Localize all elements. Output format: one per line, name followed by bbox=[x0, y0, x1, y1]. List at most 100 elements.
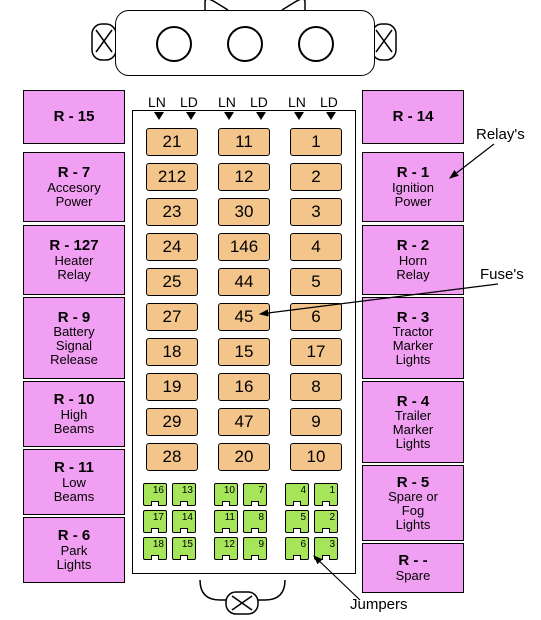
relay-code: R - 6 bbox=[58, 528, 91, 544]
jumper-slot: 13 bbox=[172, 483, 196, 506]
relay-label: Spare or bbox=[388, 490, 438, 504]
column-header: LN bbox=[288, 94, 306, 110]
relay-label: Trailer bbox=[395, 409, 431, 423]
fuse-slot: 5 bbox=[290, 268, 342, 296]
diagram-stage: LNLDLNLDLNLD R - 15R - 7AccesoryPowerR -… bbox=[0, 0, 541, 620]
relay-code: R - 9 bbox=[58, 310, 91, 326]
jumper-slot: 11 bbox=[214, 510, 238, 533]
relay-left: R - 9BatterySignalRelease bbox=[23, 297, 125, 379]
jumper-label: 4 bbox=[300, 485, 306, 496]
relay-label: Power bbox=[56, 195, 93, 209]
relay-left: R - 7AccesoryPower bbox=[23, 152, 125, 222]
jumper-notch bbox=[180, 528, 188, 533]
relay-label: Beams bbox=[54, 490, 94, 504]
relay-right: R - 14 bbox=[362, 90, 464, 144]
chevron-down-icon bbox=[256, 112, 266, 120]
fuse-slot: 45 bbox=[218, 303, 270, 331]
jumper-label: 11 bbox=[225, 512, 235, 523]
fuse-slot: 12 bbox=[218, 163, 270, 191]
jumper-notch bbox=[293, 501, 301, 506]
jumper-slot: 17 bbox=[143, 510, 167, 533]
relay-right: R - 3TractorMarkerLights bbox=[362, 297, 464, 379]
annot-relays: Relay's bbox=[476, 126, 525, 143]
relay-right: R - 1IgnitionPower bbox=[362, 152, 464, 222]
relay-left: R - 6ParkLights bbox=[23, 517, 125, 583]
jumper-label: 1 bbox=[329, 485, 335, 496]
jumper-notch bbox=[180, 501, 188, 506]
column-header: LD bbox=[180, 94, 198, 110]
relay-label: Park bbox=[61, 544, 88, 558]
fuse-slot: 1 bbox=[290, 128, 342, 156]
relay-code: R - 4 bbox=[397, 394, 430, 410]
fuse-slot: 3 bbox=[290, 198, 342, 226]
jumper-label: 3 bbox=[329, 539, 335, 550]
jumper-label: 15 bbox=[182, 539, 193, 550]
jumper-slot: 6 bbox=[285, 537, 309, 560]
jumper-notch bbox=[251, 555, 259, 560]
relay-right: R - -Spare bbox=[362, 543, 464, 593]
relay-code: R - 1 bbox=[397, 165, 430, 181]
jumper-label: 16 bbox=[153, 485, 164, 496]
fuse-slot: 19 bbox=[146, 373, 198, 401]
jumper-slot: 3 bbox=[314, 537, 338, 560]
fuse-slot: 11 bbox=[218, 128, 270, 156]
housing-hole bbox=[227, 26, 263, 62]
relay-label: Marker bbox=[393, 423, 433, 437]
jumper-notch bbox=[293, 555, 301, 560]
relay-code: R - 15 bbox=[54, 109, 95, 125]
column-header: LN bbox=[218, 94, 236, 110]
relay-code: R - 3 bbox=[397, 310, 430, 326]
relay-label: Lights bbox=[57, 558, 92, 572]
jumper-slot: 2 bbox=[314, 510, 338, 533]
relay-label: Relay bbox=[396, 268, 429, 282]
fuse-slot: 212 bbox=[146, 163, 198, 191]
fuse-slot: 47 bbox=[218, 408, 270, 436]
jumper-slot: 8 bbox=[243, 510, 267, 533]
fuse-slot: 9 bbox=[290, 408, 342, 436]
fuse-slot: 10 bbox=[290, 443, 342, 471]
chevron-down-icon bbox=[326, 112, 336, 120]
relay-code: R - 5 bbox=[397, 475, 430, 491]
jumper-notch bbox=[322, 555, 330, 560]
relay-code: R - 127 bbox=[49, 238, 98, 254]
relay-label: Release bbox=[50, 353, 98, 367]
jumper-slot: 9 bbox=[243, 537, 267, 560]
fuse-slot: 4 bbox=[290, 233, 342, 261]
fuse-slot: 23 bbox=[146, 198, 198, 226]
jumper-notch bbox=[151, 528, 159, 533]
jumper-label: 18 bbox=[153, 539, 164, 550]
jumper-label: 8 bbox=[258, 512, 264, 523]
relay-label: Marker bbox=[393, 339, 433, 353]
jumper-slot: 12 bbox=[214, 537, 238, 560]
relay-label: Spare bbox=[396, 569, 431, 583]
jumper-notch bbox=[322, 501, 330, 506]
jumper-slot: 14 bbox=[172, 510, 196, 533]
jumper-notch bbox=[151, 555, 159, 560]
jumper-label: 9 bbox=[258, 539, 264, 550]
jumper-slot: 1 bbox=[314, 483, 338, 506]
jumper-slot: 4 bbox=[285, 483, 309, 506]
column-header: LD bbox=[250, 94, 268, 110]
chevron-down-icon bbox=[154, 112, 164, 120]
jumper-label: 10 bbox=[224, 485, 235, 496]
housing-hole bbox=[298, 26, 334, 62]
relay-right: R - 4TrailerMarkerLights bbox=[362, 381, 464, 463]
relay-right: R - 5Spare orFogLights bbox=[362, 465, 464, 541]
jumper-notch bbox=[322, 528, 330, 533]
relay-code: R - 11 bbox=[54, 460, 94, 476]
fuse-slot: 18 bbox=[146, 338, 198, 366]
fuse-slot: 15 bbox=[218, 338, 270, 366]
relay-label: Ignition bbox=[392, 181, 434, 195]
fuse-slot: 30 bbox=[218, 198, 270, 226]
chevron-down-icon bbox=[186, 112, 196, 120]
fuse-slot: 8 bbox=[290, 373, 342, 401]
fuse-slot: 2 bbox=[290, 163, 342, 191]
relay-label: Relay bbox=[57, 268, 90, 282]
jumper-notch bbox=[251, 528, 259, 533]
relay-left: R - 10HighBeams bbox=[23, 381, 125, 447]
housing-hole bbox=[156, 26, 192, 62]
relay-label: Beams bbox=[54, 422, 94, 436]
fuse-slot: 28 bbox=[146, 443, 198, 471]
chevron-down-icon bbox=[224, 112, 234, 120]
jumper-notch bbox=[222, 555, 230, 560]
